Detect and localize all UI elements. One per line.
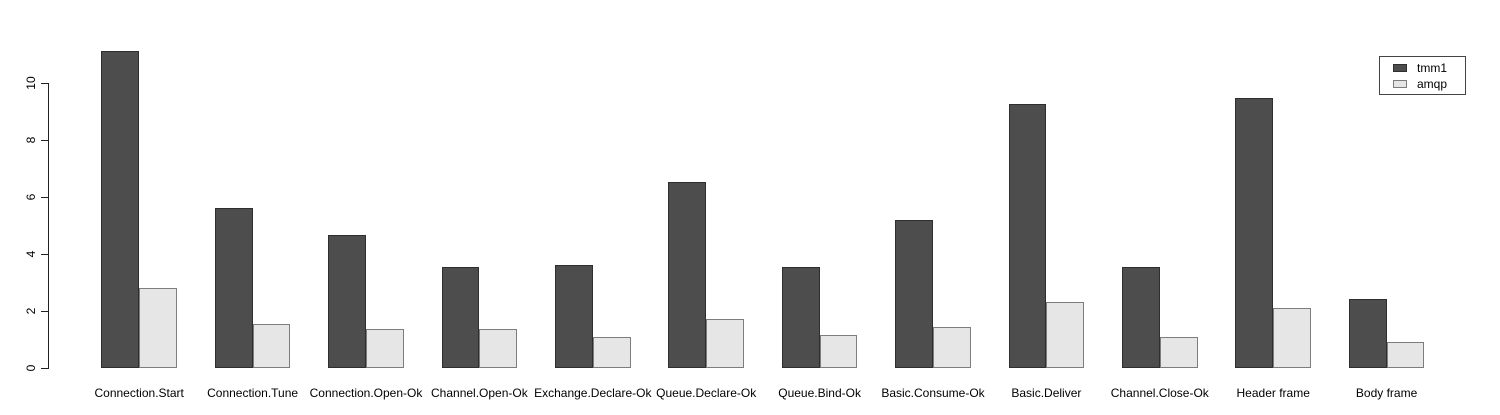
- x-tick-label: Connection.Tune: [207, 386, 299, 400]
- x-tick-label: Queue.Declare-Ok: [656, 386, 757, 400]
- bar-tmm1-Body frame: [1348, 299, 1387, 368]
- legend-item-amqp: amqp: [1380, 77, 1465, 90]
- bar-amqp-Exchange.Declare-Ok: [592, 336, 631, 368]
- bar-amqp-Connection.Start: [139, 288, 177, 368]
- y-tick-label: 2: [24, 307, 38, 315]
- bar-amqp-Connection.Tune: [252, 323, 291, 368]
- bar-tmm1-Queue.Declare-Ok: [668, 182, 707, 368]
- bar-amqp-Header frame: [1273, 308, 1311, 368]
- bar-tmm1-Channel.Close-Ok: [1122, 266, 1160, 368]
- bar-tmm1-Queue.Bind-Ok: [781, 266, 820, 368]
- y-axis: [48, 82, 49, 369]
- y-tick-mark: [41, 196, 48, 198]
- y-tick-mark: [41, 310, 48, 312]
- y-tick-mark: [41, 82, 48, 84]
- x-tick-label: Channel.Close-Ok: [1110, 386, 1209, 400]
- x-tick-label: Connection.Open-Ok: [309, 386, 423, 400]
- bar-amqp-Basic.Deliver: [1046, 302, 1085, 368]
- legend-label-amqp: amqp: [1417, 76, 1448, 91]
- bar-tmm1-Connection.Tune: [214, 208, 253, 368]
- bar-amqp-Basic.Consume-Ok: [933, 326, 971, 368]
- y-tick-label: 8: [24, 136, 38, 143]
- x-tick-label: Basic.Deliver: [1011, 386, 1082, 400]
- bar-amqp-Channel.Open-Ok: [479, 329, 518, 368]
- legend-item-tmm1: tmm1: [1380, 61, 1465, 74]
- bar-amqp-Channel.Close-Ok: [1159, 336, 1198, 368]
- y-tick-label: 0: [24, 364, 38, 372]
- x-tick-label: Basic.Consume-Ok: [881, 386, 985, 400]
- y-tick-mark: [41, 368, 48, 369]
- y-tick-mark: [41, 253, 48, 255]
- x-tick-label: Queue.Bind-Ok: [778, 386, 861, 400]
- bar-tmm1-Connection.Start: [101, 51, 140, 368]
- x-tick-label: Channel.Open-Ok: [431, 386, 528, 400]
- legend-swatch-tmm1: [1393, 63, 1407, 72]
- y-tick-label: 10: [24, 75, 38, 90]
- legend-label-tmm1: tmm1: [1417, 60, 1447, 75]
- bar-tmm1-Basic.Consume-Ok: [895, 219, 933, 368]
- bar-amqp-Connection.Open-Ok: [366, 329, 404, 368]
- legend-swatch-amqp: [1393, 79, 1407, 88]
- y-tick-label: 6: [24, 193, 38, 201]
- bar-tmm1-Connection.Open-Ok: [328, 235, 366, 368]
- x-tick-label: Header frame: [1236, 386, 1310, 400]
- bar-tmm1-Header frame: [1235, 98, 1274, 368]
- x-tick-label: Connection.Start: [94, 386, 184, 400]
- bar-tmm1-Basic.Deliver: [1008, 103, 1047, 368]
- legend: tmm1 amqp: [1379, 56, 1466, 95]
- bar-amqp-Queue.Declare-Ok: [706, 319, 744, 368]
- x-tick-label: Body frame: [1355, 386, 1418, 400]
- y-tick-mark: [41, 139, 48, 141]
- bar-amqp-Queue.Bind-Ok: [819, 335, 858, 368]
- y-tick-label: 4: [24, 250, 38, 258]
- bar-tmm1-Channel.Open-Ok: [441, 266, 480, 368]
- bar-amqp-Body frame: [1386, 342, 1425, 368]
- bar-tmm1-Exchange.Declare-Ok: [555, 265, 593, 368]
- x-tick-label: Exchange.Declare-Ok: [534, 386, 652, 400]
